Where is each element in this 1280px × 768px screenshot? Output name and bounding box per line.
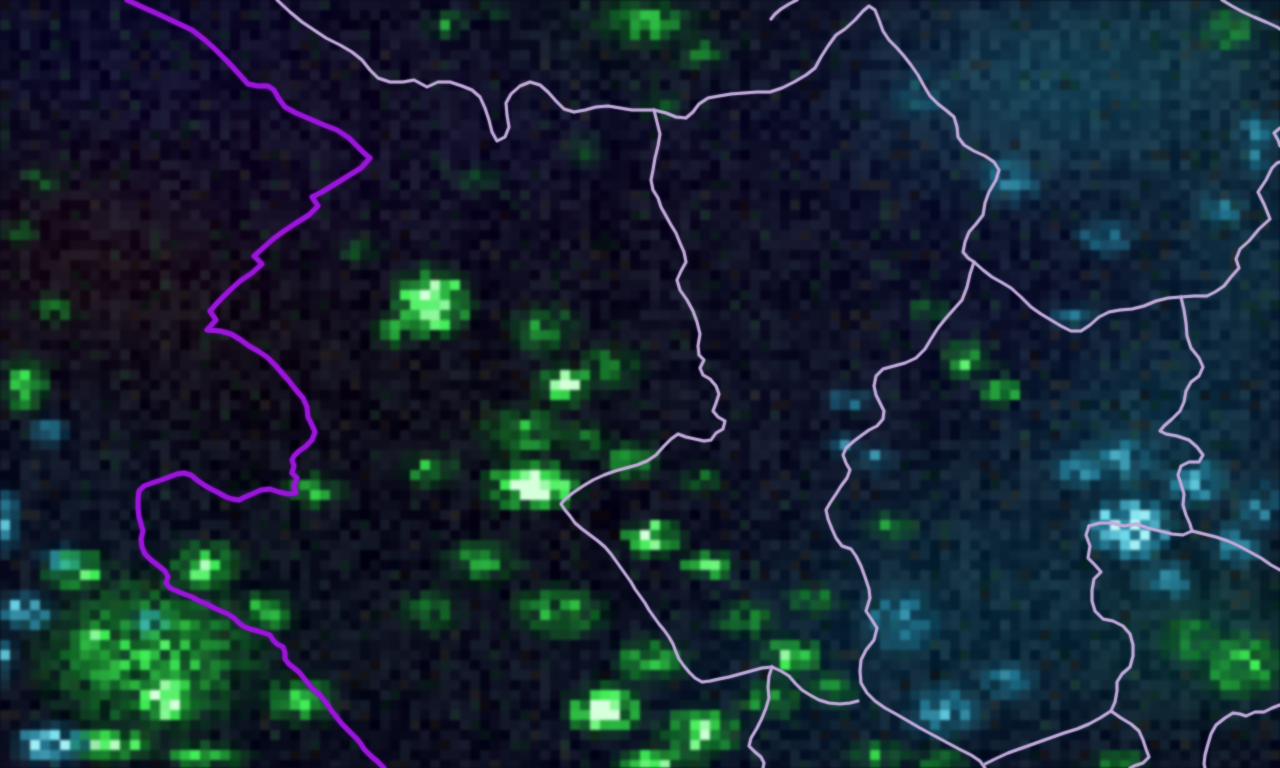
weather-satellite-map[interactable] [0,0,1280,768]
admin-borders-layer [0,0,1280,768]
